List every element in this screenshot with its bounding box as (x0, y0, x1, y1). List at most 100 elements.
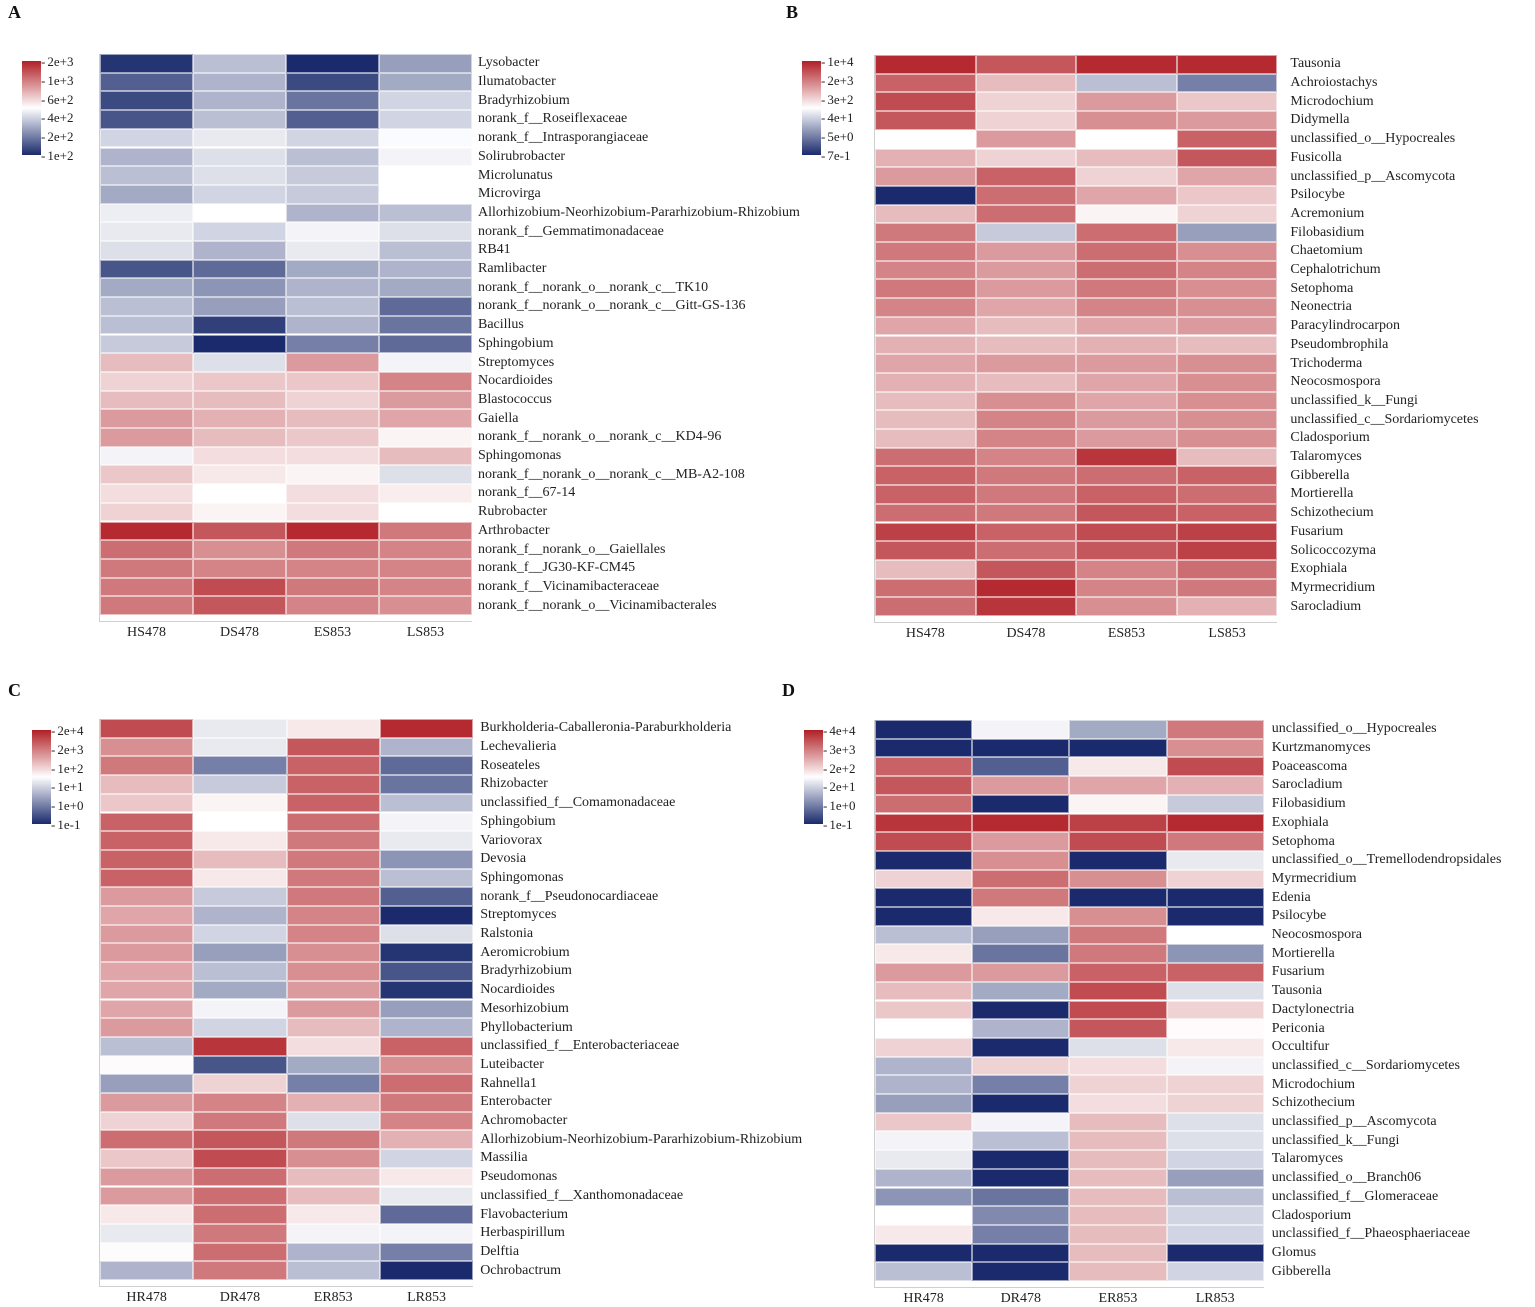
legend-tick-label: 1e+4 (821, 55, 881, 68)
heatmap-cell (1076, 204, 1177, 224)
heatmap-cell (975, 559, 1077, 579)
heatmap-cell (193, 540, 286, 559)
heatmap-cell (875, 832, 973, 851)
heatmap-cell (100, 110, 193, 129)
row-label: Mesorhizobium (480, 1000, 569, 1016)
heatmap-cell (1176, 223, 1278, 242)
heatmap-cell (100, 521, 193, 541)
column-label: ES853 (1107, 626, 1146, 641)
row-label: Lysobacter (478, 55, 540, 71)
heatmap-cell (100, 540, 193, 559)
row-label: Poaceascoma (1271, 758, 1348, 774)
heatmap-cell (1166, 1037, 1264, 1057)
heatmap-grid-c: Burkholderia-Caballeronia-Paraburkholder… (99, 719, 802, 1305)
heatmap-cell (975, 335, 1077, 355)
heatmap-cell (1166, 1056, 1264, 1076)
heatmap-cell (100, 1149, 194, 1168)
column-label: HS478 (127, 625, 166, 640)
heatmap-cell (972, 944, 1070, 964)
heatmap-cell (975, 354, 1077, 373)
heatmap-cell (1076, 372, 1177, 392)
heatmap-cell (100, 371, 193, 391)
heatmap-cell (193, 1055, 287, 1075)
heatmap-cell (286, 775, 380, 794)
heatmap-cell (286, 849, 380, 869)
column-label: ER853 (313, 1290, 353, 1305)
heatmap-cell (193, 278, 286, 298)
heatmap-cell (100, 1242, 194, 1262)
heatmap-cell (1076, 148, 1177, 168)
heatmap-cell (1069, 981, 1167, 1001)
heatmap-cell (875, 522, 976, 542)
row-label: Gaiella (478, 410, 519, 426)
heatmap-cell (875, 485, 976, 504)
heatmap-cell (286, 962, 380, 981)
heatmap-cell (193, 1036, 287, 1056)
heatmap-cell (1076, 466, 1177, 486)
row-label: unclassified_c__Sordariomycetes (1271, 1057, 1460, 1073)
heatmap-cell (193, 72, 286, 92)
row-label: Exophiala (1290, 561, 1348, 577)
panel-label-d: D (782, 680, 795, 700)
heatmap-cell (875, 391, 976, 411)
row-label: unclassified_k__Fungi (1271, 1132, 1400, 1148)
heatmap-cell (1166, 850, 1264, 870)
heatmap-cell (193, 719, 287, 738)
heatmap-cell (100, 502, 193, 522)
heatmap-cell (875, 1187, 973, 1207)
heatmap-cell (975, 372, 1077, 392)
legend-tick-label: 5e+0 (821, 130, 881, 143)
heatmap-cell (286, 924, 380, 944)
heatmap-cell (193, 110, 286, 129)
heatmap-cell (875, 1206, 973, 1225)
heatmap-cell (875, 1019, 973, 1038)
heatmap-cell (379, 166, 472, 185)
heatmap-cell (193, 334, 286, 354)
heatmap-cell (100, 849, 194, 869)
heatmap-cell (1176, 503, 1278, 523)
heatmap-cell (286, 465, 379, 485)
heatmap-cell (193, 1167, 287, 1187)
heatmap-cell (975, 279, 1077, 299)
row-label: Pseudombrophila (1290, 336, 1389, 352)
row-label: unclassified_o__Hypocreales (1271, 721, 1437, 737)
heatmap-cell (286, 1074, 380, 1093)
heatmap-cell (975, 185, 1077, 205)
heatmap-cell (1176, 73, 1278, 93)
row-label: Trichoderma (1290, 355, 1363, 371)
row-label: unclassified_f__Xanthomonadaceae (480, 1187, 684, 1203)
column-label: ER853 (1098, 1291, 1138, 1306)
heatmap-cell (1176, 335, 1278, 355)
row-label: Setophoma (1290, 280, 1354, 296)
heatmap-cell (379, 999, 474, 1019)
heatmap-cell (1069, 1243, 1167, 1263)
row-label: Kurtzmanomyces (1271, 740, 1371, 756)
row-label: Mortierella (1271, 945, 1335, 961)
heatmap-cell (193, 1130, 287, 1150)
heatmap-cell (1176, 148, 1278, 168)
heatmap-cell (1069, 1075, 1167, 1094)
heatmap-cell (100, 428, 193, 447)
row-label: Didymella (1290, 112, 1350, 128)
heatmap-cell (379, 1242, 474, 1262)
heatmap-cell (972, 850, 1070, 870)
heatmap-cell (379, 334, 472, 354)
heatmap-cell (1176, 298, 1278, 317)
row-label: Gibberella (1271, 1263, 1331, 1279)
row-label: Sphingomonas (480, 869, 564, 885)
legend-tick-label: 2e+3 (41, 55, 101, 68)
heatmap-cell (1176, 372, 1278, 392)
heatmap-cell (193, 756, 287, 776)
heatmap-cell (193, 980, 287, 1000)
heatmap-cell (100, 446, 193, 466)
heatmap-cell (1176, 242, 1278, 261)
color-legend-c: 2e+42e+31e+21e+11e+01e-1 (32, 724, 83, 831)
heatmap-cell (1069, 1168, 1167, 1188)
heatmap-cell (1166, 1075, 1264, 1094)
row-label: norank_f__norank_o__Vicinamibacterales (478, 597, 717, 613)
heatmap-cell (875, 335, 976, 355)
heatmap-cell (875, 738, 973, 758)
row-label: Filobasidium (1271, 796, 1346, 812)
row-label: Variovorax (480, 832, 543, 848)
column-label: DR478 (219, 1290, 261, 1305)
